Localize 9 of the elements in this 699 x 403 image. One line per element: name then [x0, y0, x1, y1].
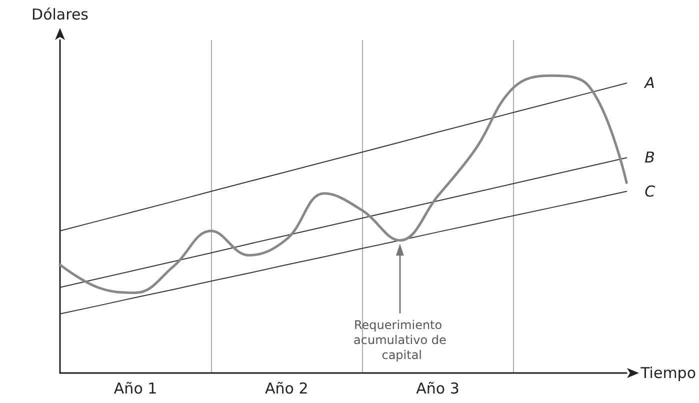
- y-axis-title: Dólares: [32, 6, 89, 24]
- x-tick-label: Año 2: [265, 380, 308, 398]
- x-axis-title: Tiempo: [640, 364, 696, 382]
- annotation: Requerimiento acumulativo de capital: [354, 318, 446, 362]
- series-label: C: [644, 182, 656, 200]
- series-label: A: [644, 74, 655, 92]
- series-label: B: [644, 148, 655, 167]
- x-tick-label: Año 3: [416, 380, 460, 398]
- x-tick-label: Año 1: [114, 380, 158, 398]
